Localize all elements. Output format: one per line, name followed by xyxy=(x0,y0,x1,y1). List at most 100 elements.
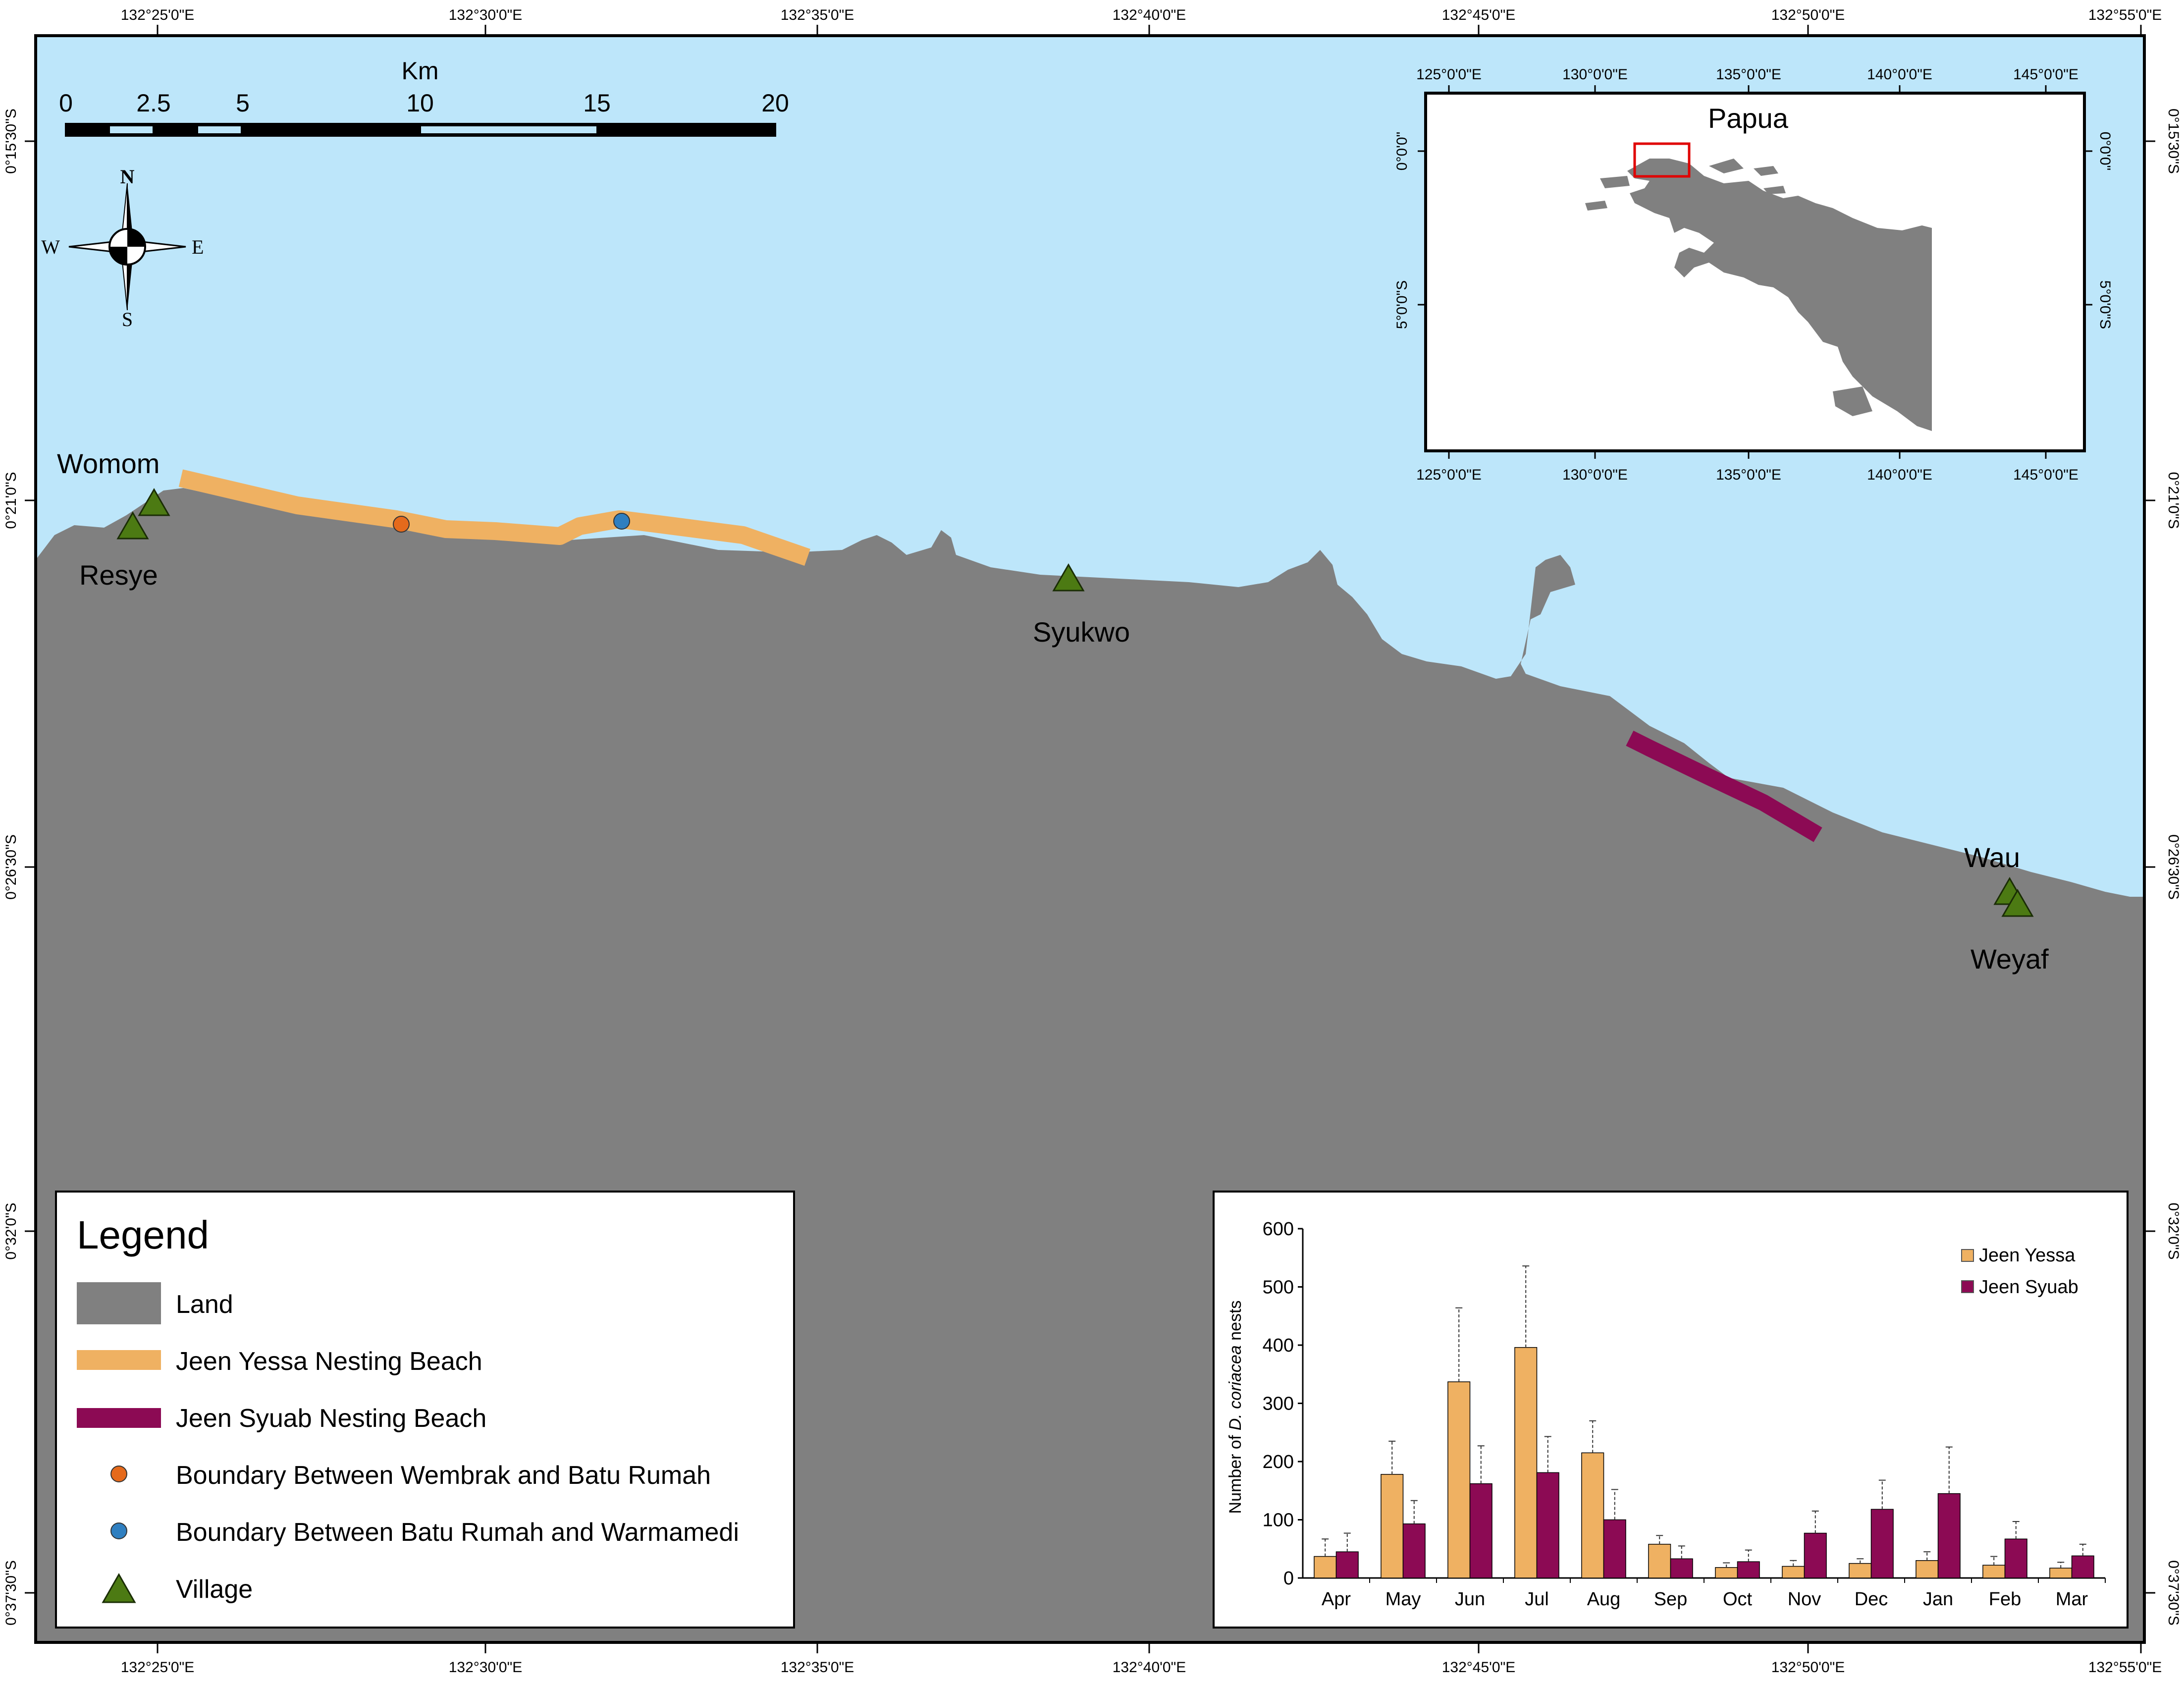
right-tick-label: 0°37'30"S xyxy=(2165,1560,2182,1626)
chart-x-tick-label: Jan xyxy=(1923,1589,1953,1610)
left-tick-label: 0°21'0"S xyxy=(3,472,19,529)
chart-bar-syuab xyxy=(1670,1558,1693,1578)
scale-tick-label: 20 xyxy=(761,89,789,117)
chart-bar-yessa xyxy=(2049,1568,2073,1578)
chart-y-tick-label: 200 xyxy=(1263,1452,1294,1472)
legend-item-label: Jeen Syuab Nesting Beach xyxy=(176,1404,486,1433)
inset-right-tick: 0°0'0" xyxy=(2097,132,2113,170)
chart-y-tick-label: 0 xyxy=(1283,1568,1294,1589)
left-tick-label: 0°37'30"S xyxy=(3,1560,19,1626)
village-marker-syukwo xyxy=(1052,563,1085,592)
warmamedi-boundary-marker xyxy=(613,513,630,530)
inset-bottom-tick: 125°0'0"E xyxy=(1416,467,1482,483)
scale-tick-label: 10 xyxy=(406,89,434,117)
blue-dot-swatch xyxy=(110,1522,127,1539)
papua-landmass xyxy=(1627,159,1932,431)
chart-x-tick-label: Mar xyxy=(2056,1589,2088,1610)
left-tick-label: 0°15'30"S xyxy=(3,109,19,174)
chart-bar-yessa xyxy=(1648,1544,1671,1578)
chart-x-tick-label: Aug xyxy=(1587,1589,1621,1610)
scale-tick-label: 2.5 xyxy=(136,89,171,117)
village-label-wau: Wau xyxy=(1964,842,2020,873)
chart-bar-syuab xyxy=(1937,1493,1961,1578)
inset-label-papua: Papua xyxy=(1708,103,1789,134)
chart-bar-yessa xyxy=(1381,1474,1404,1578)
chart-bar-yessa xyxy=(1514,1347,1538,1578)
inset-left-tick: 5°0'0"S xyxy=(1394,280,1410,329)
chart-x-tick-label: Apr xyxy=(1322,1589,1351,1610)
chart-bar-yessa xyxy=(1782,1566,1805,1578)
scale-unit: Km xyxy=(402,57,439,85)
inset-map: Papua 125°0'0"E 130°0'0"E 135°0'0"E 140°… xyxy=(1394,66,2113,483)
chart-bar-syuab xyxy=(1536,1472,1559,1578)
village-marker-resye xyxy=(116,511,149,540)
inset-left-tick: 0°0'0" xyxy=(1394,132,1410,170)
chart-y-tick-label: 300 xyxy=(1263,1394,1294,1414)
scale-tick-label: 5 xyxy=(236,89,250,117)
chart-x-tick-label: Feb xyxy=(1989,1589,2021,1610)
village-label-womom: Womom xyxy=(57,448,160,479)
inset-top-tick: 125°0'0"E xyxy=(1416,66,1482,83)
legend-title: Legend xyxy=(77,1213,209,1257)
top-tick-label: 132°35'0"E xyxy=(781,7,854,23)
inset-bottom-tick: 140°0'0"E xyxy=(1867,467,1932,483)
chart-bar-syuab xyxy=(1603,1519,1626,1578)
top-tick-label: 132°25'0"E xyxy=(121,7,195,23)
chart-legend-syuab: Jeen Syuab xyxy=(1979,1277,2078,1298)
chart-y-tick-label: 500 xyxy=(1263,1277,1294,1298)
chart-y-tick-label: 600 xyxy=(1263,1219,1294,1240)
chart-bar-syuab xyxy=(1737,1561,1760,1578)
top-tick-label: 132°30'0"E xyxy=(449,7,523,23)
inset-top-tick: 130°0'0"E xyxy=(1562,66,1628,83)
chart-bar-syuab xyxy=(2071,1555,2094,1578)
bottom-tick-label: 132°55'0"E xyxy=(2088,1659,2162,1676)
chart-bar-yessa xyxy=(1982,1565,2006,1578)
orange-dot-swatch xyxy=(110,1466,127,1482)
inset-top-tick: 140°0'0"E xyxy=(1867,66,1932,83)
chart-bar-syuab xyxy=(2004,1538,2027,1578)
jeen-syuab-beach xyxy=(1626,730,1822,842)
scale-tick-label: 0 xyxy=(59,89,73,117)
right-tick-label: 0°32'0"S xyxy=(2165,1202,2182,1259)
top-tick-label: 132°45'0"E xyxy=(1442,7,1516,23)
chart-x-tick-label: May xyxy=(1385,1589,1421,1610)
chart-y-tick-label: 400 xyxy=(1263,1335,1294,1356)
inset-bottom-tick: 130°0'0"E xyxy=(1562,467,1628,483)
chart-bar-yessa xyxy=(1916,1560,1939,1578)
right-tick-label: 0°21'0"S xyxy=(2165,472,2182,529)
chart-y-axis-label: Number of D. coriacea nests xyxy=(1226,1301,1245,1514)
chart-x-tick-label: Oct xyxy=(1723,1589,1753,1610)
chart-legend-swatch-syuab xyxy=(1961,1280,1974,1293)
chart-bar-yessa xyxy=(1581,1452,1604,1578)
inset-top-tick: 145°0'0"E xyxy=(2013,66,2078,83)
chart-bar-yessa xyxy=(1447,1381,1471,1578)
chart-legend-swatch-yessa xyxy=(1961,1249,1974,1262)
scale-tick-label: 15 xyxy=(583,89,611,117)
chart-x-tick-label: Dec xyxy=(1855,1589,1888,1610)
chart-bar-syuab xyxy=(1804,1532,1827,1578)
chart-legend-yessa: Jeen Yessa xyxy=(1979,1245,2076,1266)
wembrak-boundary-marker xyxy=(393,516,410,533)
chart-bar-yessa xyxy=(1849,1563,1872,1578)
chart-y-tick-label: 100 xyxy=(1263,1510,1294,1531)
village-marker-weyaf xyxy=(2001,888,2034,917)
bottom-tick-label: 132°30'0"E xyxy=(449,1659,523,1676)
scale-bar: Km 0 2.5 5 10 15 20 xyxy=(59,57,789,137)
compass-n: N xyxy=(120,165,135,188)
study-area-box xyxy=(1633,142,1691,178)
legend-item-label: Land xyxy=(176,1290,233,1319)
chart-bar-syuab xyxy=(1870,1509,1894,1578)
chart-x-tick-label: Sep xyxy=(1654,1589,1688,1610)
compass-rose: N S E W xyxy=(41,165,204,330)
legend-item-label: Boundary Between Wembrak and Batu Rumah xyxy=(176,1461,711,1490)
compass-e: E xyxy=(192,236,204,258)
chart-x-tick-label: Nov xyxy=(1788,1589,1821,1610)
land-swatch xyxy=(77,1282,161,1324)
legend-item-label: Village xyxy=(176,1575,253,1604)
village-label-weyaf: Weyaf xyxy=(1971,943,2049,975)
legend-item-label: Jeen Yessa Nesting Beach xyxy=(176,1347,482,1376)
right-tick-label: 0°15'30"S xyxy=(2165,109,2182,174)
inset-top-tick: 135°0'0"E xyxy=(1716,66,1781,83)
compass-s: S xyxy=(122,308,133,330)
